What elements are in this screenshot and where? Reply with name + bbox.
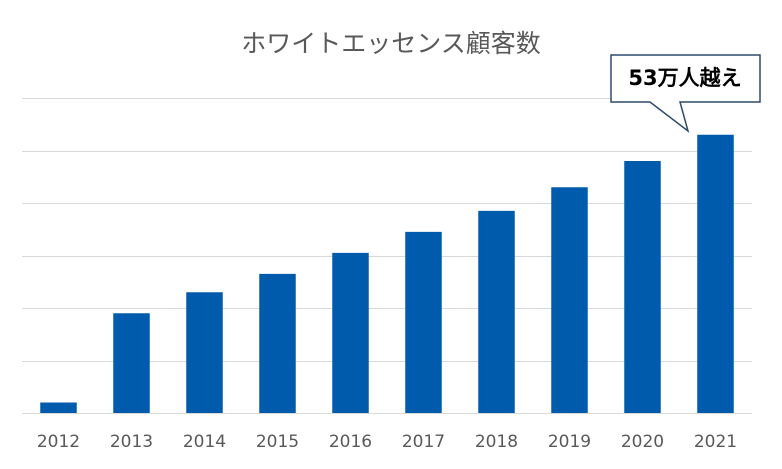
bar-2019 <box>551 187 588 413</box>
bar-2013 <box>113 313 150 413</box>
x-tick-labels: 2012 2013 2014 2015 2016 2017 2018 2019 2020 2021 <box>37 432 737 452</box>
x-tick-label-2016: 2016 <box>329 432 372 452</box>
x-tick-label-2018: 2018 <box>475 432 518 452</box>
x-tick-label-2019: 2019 <box>548 432 591 452</box>
bar-2016 <box>332 252 369 413</box>
x-tick-label-2020: 2020 <box>621 432 664 452</box>
bar-2018 <box>478 210 515 413</box>
x-tick-label-2014: 2014 <box>183 432 226 452</box>
callout: 53万人越え <box>610 54 761 133</box>
bars <box>40 134 734 413</box>
x-tick-label-2017: 2017 <box>402 432 445 452</box>
x-tick-label-2021: 2021 <box>694 432 737 452</box>
x-tick-label-2013: 2013 <box>110 432 153 452</box>
chart-title: ホワイトエッセンス顧客数 <box>241 29 541 58</box>
bar-2020 <box>624 161 661 413</box>
callout-label: 53万人越え <box>628 66 741 90</box>
bar-2014 <box>186 292 223 413</box>
x-tick-label-2012: 2012 <box>37 432 80 452</box>
callout-bubble <box>610 54 761 133</box>
bar-2017 <box>405 231 442 413</box>
bar-2015 <box>259 273 296 413</box>
bar-2012 <box>40 402 77 413</box>
bar-2021 <box>697 134 734 413</box>
x-tick-label-2015: 2015 <box>256 432 299 452</box>
